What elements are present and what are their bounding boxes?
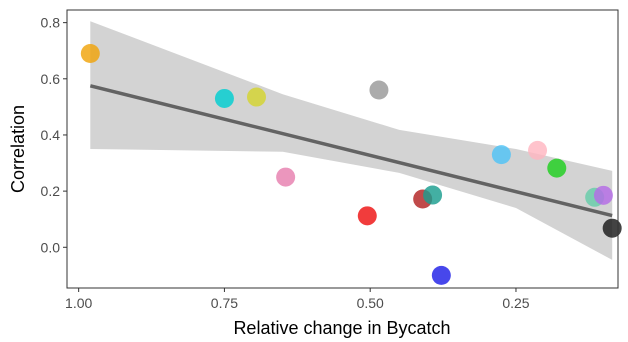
axis-ticks: 1.00 0.75 0.50 0.25 0.0 0.2 0.4 0.6 0.8 [41, 15, 530, 311]
y-tick-label: 0.0 [41, 239, 61, 255]
data-point [276, 167, 296, 187]
data-point [423, 185, 443, 205]
y-tick-label: 0.6 [41, 71, 61, 87]
data-point [246, 87, 266, 107]
data-point [593, 185, 613, 205]
data-point [547, 158, 567, 178]
data-point [528, 140, 548, 160]
y-axis-title: Correlation [8, 105, 28, 193]
data-point [431, 265, 451, 285]
data-point [357, 206, 377, 226]
data-point [491, 145, 511, 165]
x-tick-label: 0.25 [502, 295, 529, 311]
data-point [602, 218, 622, 238]
x-tick-label: 0.75 [211, 295, 238, 311]
confidence-band [90, 21, 613, 260]
y-tick-label: 0.8 [41, 15, 61, 31]
x-axis-title: Relative change in Bycatch [233, 318, 450, 338]
plot-area [80, 21, 622, 285]
data-point [369, 80, 389, 100]
data-point [80, 44, 100, 64]
x-tick-label: 1.00 [65, 295, 92, 311]
y-tick-label: 0.4 [41, 127, 61, 143]
data-point [214, 88, 234, 108]
panel-border [66, 9, 619, 289]
regression-line [89, 84, 613, 218]
y-tick-label: 0.2 [41, 183, 61, 199]
x-tick-label: 0.50 [357, 295, 384, 311]
